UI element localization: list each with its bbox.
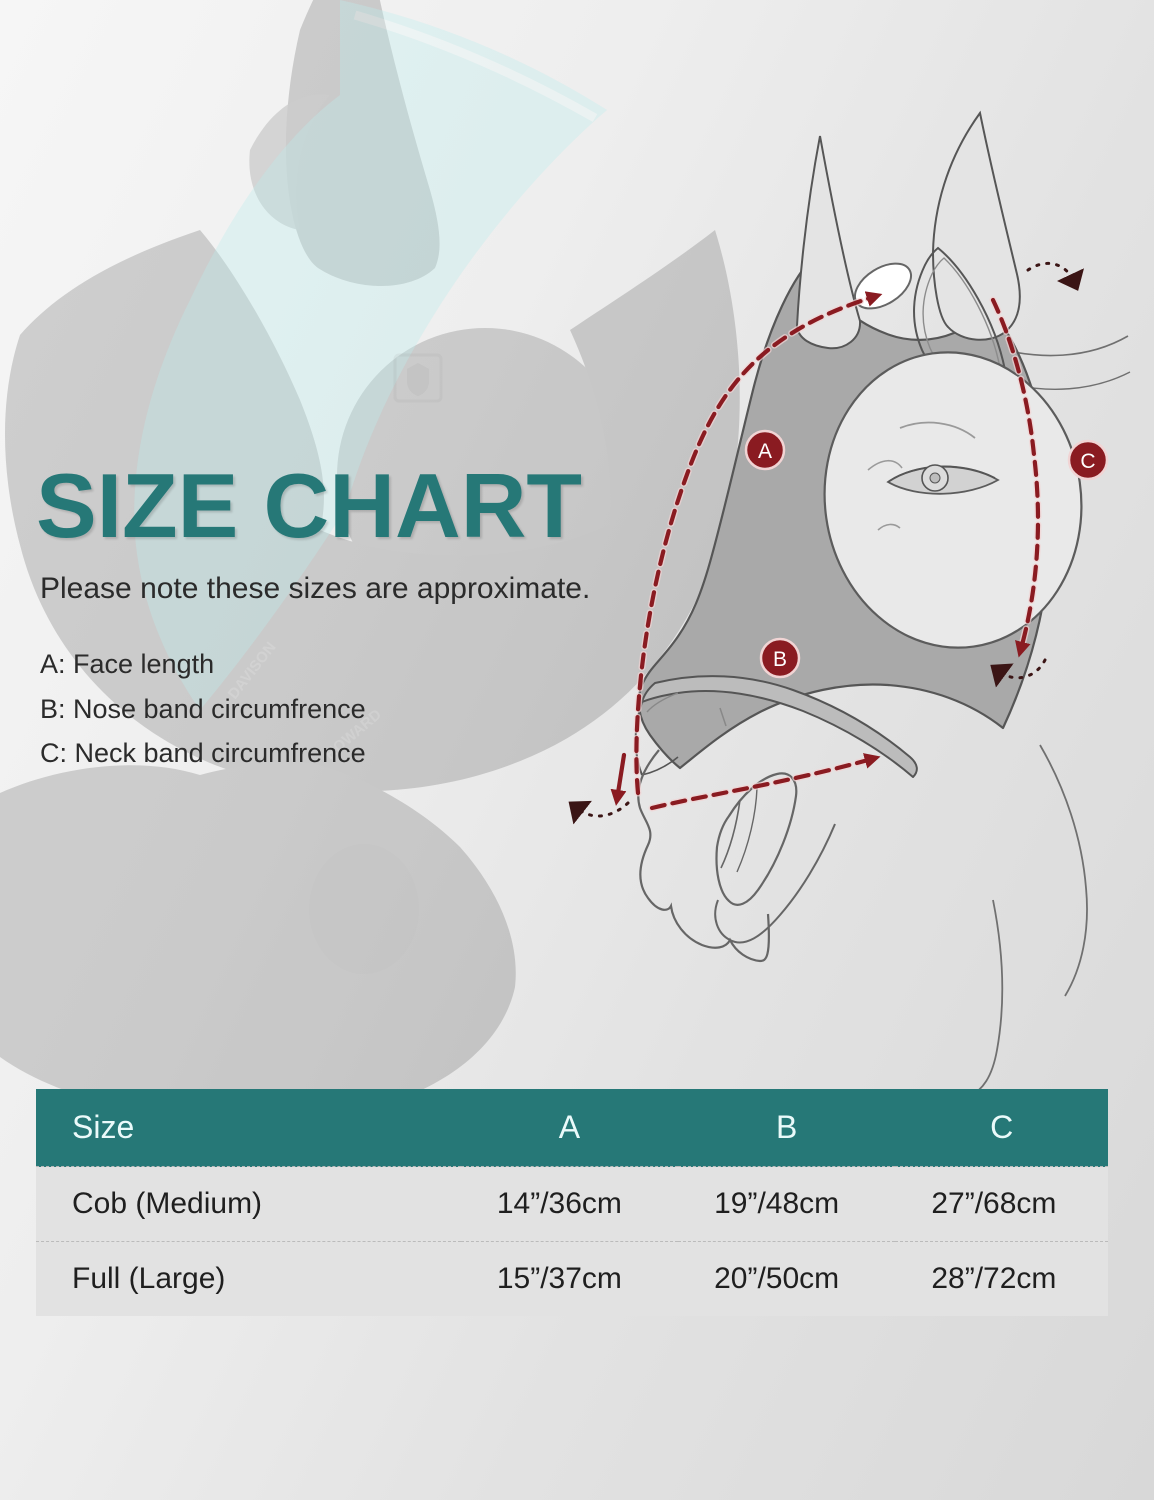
svg-text:A: A: [758, 440, 772, 463]
svg-text:C: C: [1080, 450, 1095, 473]
svg-text:B: B: [773, 648, 787, 671]
